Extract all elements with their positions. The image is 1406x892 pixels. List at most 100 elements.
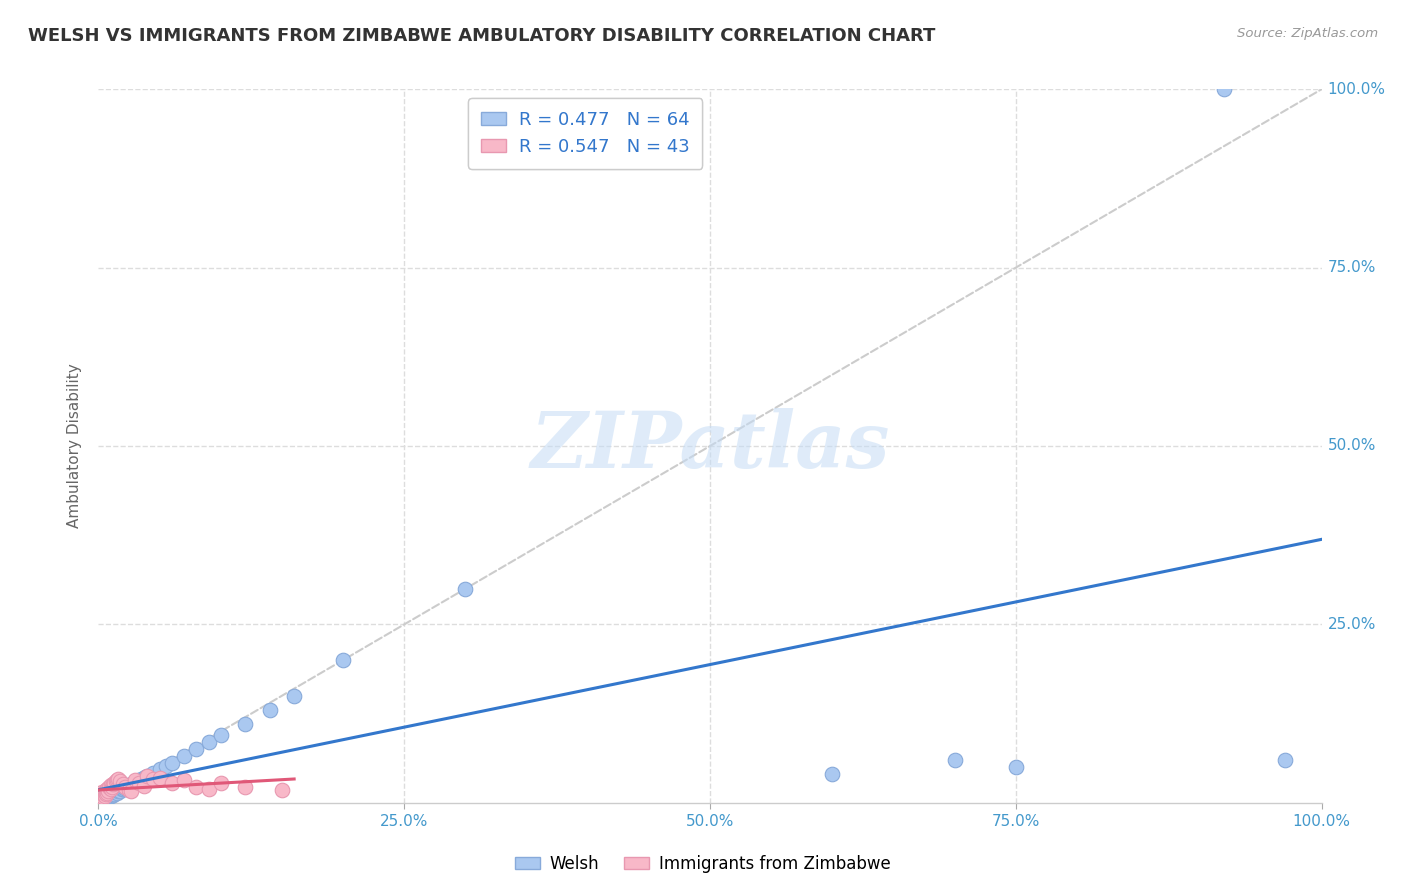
Point [96, 789, 118, 804]
Point [91, 791, 114, 805]
Point [101, 787, 124, 801]
Point [105, 783, 128, 797]
Point [136, 769, 159, 783]
Point [173, 772, 195, 787]
Point [107, 784, 129, 798]
Point [96, 786, 118, 800]
Point [98, 780, 121, 794]
Point [186, 742, 208, 756]
Point [134, 770, 156, 784]
Point [100, 782, 122, 797]
Point [209, 728, 232, 742]
Point [96, 787, 118, 801]
Point [112, 780, 135, 795]
Point [93, 791, 115, 805]
Point [100, 786, 122, 800]
Point [93, 793, 115, 807]
Point [103, 776, 125, 790]
Point [89, 794, 111, 808]
Point [108, 783, 131, 797]
Point [110, 774, 132, 789]
Point [120, 784, 142, 798]
Point [173, 749, 195, 764]
Point [149, 771, 172, 785]
Point [270, 783, 294, 797]
Point [332, 653, 354, 667]
Point [91, 787, 114, 801]
Point [97, 783, 120, 797]
Point [149, 762, 172, 776]
Point [101, 788, 124, 802]
Point [124, 774, 146, 789]
Text: Source: ZipAtlas.com: Source: ZipAtlas.com [1237, 27, 1378, 40]
Point [160, 756, 183, 770]
Point [120, 777, 142, 791]
Point [1004, 760, 1026, 774]
Point [233, 717, 256, 731]
Point [259, 703, 281, 717]
Point [96, 790, 118, 805]
Point [128, 776, 150, 790]
Point [105, 772, 128, 787]
Text: 100.0%: 100.0% [1327, 82, 1386, 96]
Point [93, 785, 115, 799]
Point [93, 789, 115, 804]
Point [94, 783, 117, 797]
Legend: Welsh, Immigrants from Zimbabwe: Welsh, Immigrants from Zimbabwe [508, 848, 898, 880]
Text: 25.0%: 25.0% [1327, 617, 1376, 632]
Point [142, 772, 165, 786]
Point [97, 788, 120, 802]
Point [89, 792, 111, 806]
Point [94, 789, 117, 803]
Point [90, 790, 112, 805]
Point [118, 783, 141, 797]
Point [160, 776, 183, 790]
Point [100, 778, 122, 792]
Point [821, 767, 844, 781]
Point [104, 774, 127, 789]
Point [233, 780, 256, 794]
Point [111, 782, 134, 797]
Point [98, 789, 121, 804]
Point [94, 790, 117, 805]
Point [104, 785, 127, 799]
Point [197, 735, 219, 749]
Point [100, 789, 122, 803]
Point [114, 780, 136, 794]
Point [136, 769, 159, 783]
Legend: R = 0.477   N = 64, R = 0.547   N = 43: R = 0.477 N = 64, R = 0.547 N = 43 [468, 98, 702, 169]
Point [454, 582, 477, 596]
Point [110, 783, 132, 797]
Point [90, 792, 112, 806]
Point [114, 780, 136, 794]
Point [111, 781, 134, 796]
Text: ZIPatlas: ZIPatlas [530, 408, 890, 484]
Point [118, 779, 141, 793]
Point [91, 790, 114, 805]
Point [91, 790, 114, 805]
Point [121, 776, 143, 790]
Point [91, 793, 114, 807]
Point [101, 777, 124, 791]
Point [117, 780, 139, 794]
Point [98, 787, 121, 801]
Point [101, 780, 124, 794]
Point [94, 787, 117, 801]
Point [90, 793, 112, 807]
Point [283, 689, 305, 703]
Point [107, 772, 129, 786]
Point [943, 753, 966, 767]
Point [97, 790, 120, 805]
Point [90, 794, 112, 808]
Point [1274, 753, 1296, 767]
Text: 75.0%: 75.0% [1327, 260, 1376, 275]
Point [186, 780, 208, 794]
Point [111, 777, 134, 791]
Point [103, 787, 125, 801]
Point [91, 785, 114, 799]
Point [91, 789, 114, 803]
Point [96, 781, 118, 796]
Point [89, 794, 111, 808]
Point [209, 776, 232, 790]
Point [142, 765, 165, 780]
